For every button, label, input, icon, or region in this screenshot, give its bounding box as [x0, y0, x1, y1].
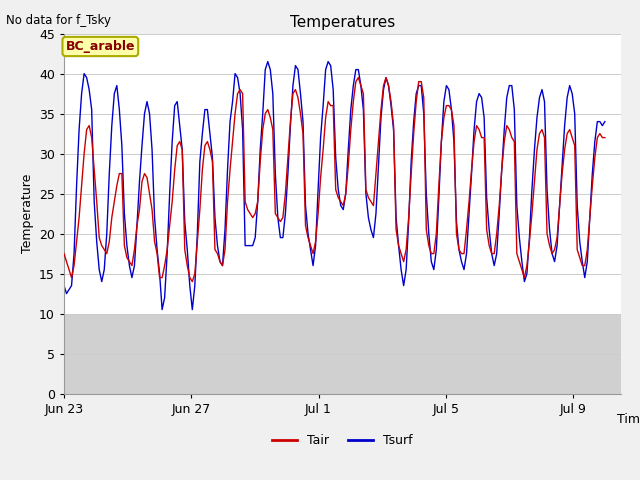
Y-axis label: Temperature: Temperature — [20, 174, 33, 253]
Text: BC_arable: BC_arable — [65, 40, 135, 53]
Text: No data for f_Tsky: No data for f_Tsky — [6, 14, 111, 27]
Bar — [64, 313, 621, 394]
X-axis label: Time: Time — [616, 413, 640, 426]
Legend: Tair, Tsurf: Tair, Tsurf — [268, 429, 417, 452]
Bar — [64, 34, 621, 313]
Title: Temperatures: Temperatures — [290, 15, 395, 30]
